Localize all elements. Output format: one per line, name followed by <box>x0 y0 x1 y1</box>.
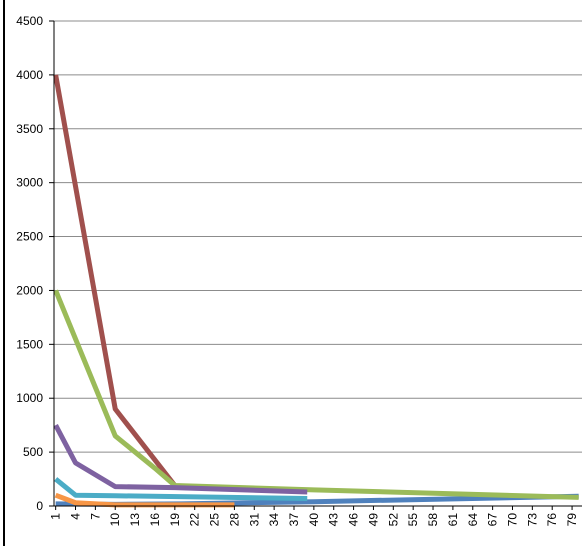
series-line <box>53 74 177 488</box>
x-tick-label: 16 <box>148 513 162 527</box>
y-tick-label: 4500 <box>16 14 43 28</box>
x-tick-label: 79 <box>565 513 579 527</box>
x-tick-label: 1 <box>49 513 63 520</box>
x-tick-label: 13 <box>128 513 142 527</box>
y-tick-label: 3000 <box>16 176 43 190</box>
x-tick-label: 58 <box>426 513 440 527</box>
x-tick-label: 19 <box>168 513 182 527</box>
x-tick-label: 34 <box>267 513 281 527</box>
x-tick-label: 70 <box>505 513 519 527</box>
y-tick-label: 1000 <box>16 391 43 405</box>
y-tick-label: 0 <box>36 499 43 513</box>
x-tick-label: 55 <box>406 513 420 527</box>
x-tick-label: 22 <box>188 513 202 527</box>
plot-lines <box>53 74 579 508</box>
x-tick-label: 25 <box>208 513 222 527</box>
x-tick-label: 61 <box>446 513 460 527</box>
x-tick-label: 76 <box>545 513 559 527</box>
series-line <box>54 492 235 508</box>
y-tick-label: 4000 <box>16 68 43 82</box>
x-tick-label: 73 <box>525 513 539 527</box>
x-tick-label: 4 <box>69 513 83 520</box>
series-line <box>53 424 308 495</box>
x-tick-label: 31 <box>247 513 261 527</box>
x-tick-label: 37 <box>287 513 301 527</box>
series-line <box>53 289 579 500</box>
x-tick-label: 43 <box>327 513 341 527</box>
y-tick-label: 2500 <box>16 230 43 244</box>
x-tick-label: 49 <box>366 513 380 527</box>
x-tick-label: 46 <box>347 513 361 527</box>
x-tick-label: 64 <box>466 513 480 527</box>
x-tick-label: 67 <box>486 513 500 527</box>
x-tick-label: 10 <box>108 513 122 527</box>
x-tick-label: 28 <box>227 513 241 527</box>
y-tick-label: 2000 <box>16 283 43 297</box>
y-tick-label: 500 <box>23 445 43 459</box>
y-tick-label: 3500 <box>16 122 43 136</box>
series-line <box>54 477 308 501</box>
x-tick-label: 7 <box>88 513 102 520</box>
y-tick-label: 1500 <box>16 337 43 351</box>
x-tick-label: 40 <box>307 513 321 527</box>
x-tick-label: 52 <box>386 513 400 527</box>
